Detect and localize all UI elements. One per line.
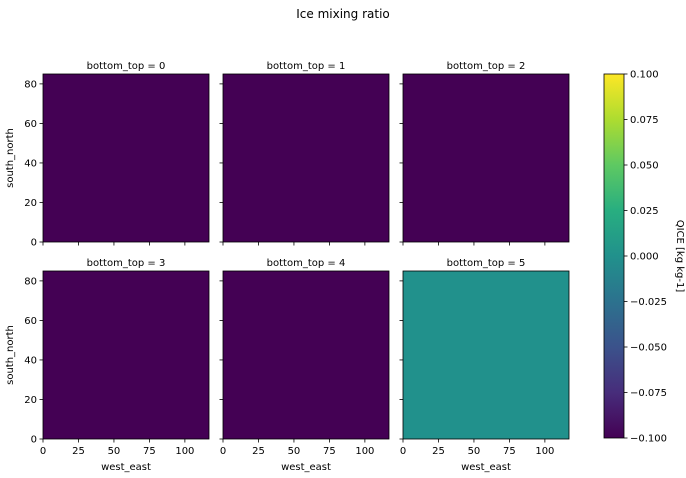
x-tick-label: 100 — [175, 446, 194, 457]
colorbar-label: QICE [kg kg-1] — [674, 220, 685, 293]
panel-frame — [42, 270, 210, 440]
panel-frame — [402, 270, 570, 440]
x-axis-label: west_east — [281, 462, 331, 473]
panel-frame — [222, 270, 390, 440]
x-tick-label: 0 — [40, 446, 46, 457]
y-tick-label: 0 — [31, 238, 37, 249]
panel-title: bottom_top = 2 — [447, 61, 526, 72]
x-tick-label: 50 — [108, 446, 121, 457]
colorbar-tick-label: 0.050 — [630, 161, 659, 172]
colorbar: 0.100 0.075 0.050 0.025 0.000 −0.025 −0.050 −0.… — [603, 70, 685, 445]
x-tick-label: 0 — [220, 446, 226, 457]
panel-frame — [402, 73, 570, 243]
y-tick-label: 20 — [24, 198, 37, 209]
y-tick-label: 80 — [24, 79, 37, 90]
y-axis-label: south_north — [5, 128, 16, 188]
panel-title: bottom_top = 3 — [87, 258, 166, 269]
panel-frame — [42, 73, 210, 243]
y-tick-label: 60 — [24, 119, 37, 130]
panel-1: bottom_top = 1 — [219, 61, 390, 246]
x-tick-label: 25 — [432, 446, 445, 457]
colorbar-gradient — [603, 73, 625, 439]
facet-panels: bottom_top = 0020406080south_northbottom… — [5, 61, 570, 473]
colorbar-tick-label: 0.000 — [630, 252, 659, 263]
colorbar-tick-label: 0.100 — [630, 70, 659, 81]
colorbar-tick-label: −0.075 — [630, 388, 667, 399]
x-axis-label: west_east — [461, 462, 511, 473]
heatmap-cell — [223, 271, 389, 439]
x-tick-label: 100 — [355, 446, 374, 457]
colorbar-tick-label: −0.050 — [630, 343, 667, 354]
heatmap-cell — [403, 271, 569, 439]
colorbar-tick-label: −0.025 — [630, 297, 667, 308]
x-tick-label: 25 — [72, 446, 85, 457]
y-tick-label: 40 — [24, 158, 37, 169]
colorbar-tick-label: 0.075 — [630, 115, 659, 126]
colorbar-tick-label: −0.100 — [630, 434, 667, 445]
y-tick-label: 20 — [24, 395, 37, 406]
heatmap-cell — [43, 74, 209, 242]
figure-title: Ice mixing ratio — [296, 7, 390, 21]
heatmap-cell — [403, 74, 569, 242]
x-tick-label: 0 — [400, 446, 406, 457]
panel-title: bottom_top = 5 — [447, 258, 526, 269]
panel-title: bottom_top = 4 — [267, 258, 346, 269]
x-tick-label: 50 — [288, 446, 301, 457]
panel-title: bottom_top = 0 — [87, 61, 166, 72]
y-tick-label: 40 — [24, 355, 37, 366]
colorbar-tick-label: 0.025 — [630, 206, 659, 217]
colorbar-ticks: 0.100 0.075 0.050 0.025 0.000 −0.025 −0.050 −0.… — [624, 70, 667, 445]
x-tick-label: 75 — [143, 446, 156, 457]
y-tick-label: 0 — [31, 435, 37, 446]
panel-4: bottom_top = 4 0 25 50 75 100 west_east — [219, 258, 390, 473]
x-tick-label: 75 — [323, 446, 336, 457]
x-axis-label: west_east — [101, 462, 151, 473]
x-tick-label: 25 — [252, 446, 265, 457]
x-tick-label: 75 — [503, 446, 516, 457]
panel-0: bottom_top = 0 0 20 40 60 80 south_north — [5, 61, 210, 249]
panel-title: bottom_top = 1 — [267, 61, 346, 72]
panel-5: bottom_top = 5 0 25 50 75 100 west_east — [399, 258, 570, 473]
x-tick-label: 50 — [468, 446, 481, 457]
panel-frame — [222, 73, 390, 243]
panel-2: bottom_top = 2 — [399, 61, 570, 246]
y-tick-label: 80 — [24, 276, 37, 287]
x-tick-label: 100 — [535, 446, 554, 457]
y-axis-label: south_north — [5, 325, 16, 385]
panel-3: bottom_top = 3 0 20 40 60 80 0 25 50 75 100 south_n… — [5, 258, 210, 473]
heatmap-cell — [43, 271, 209, 439]
y-tick-label: 60 — [24, 316, 37, 327]
heatmap-cell — [223, 74, 389, 242]
